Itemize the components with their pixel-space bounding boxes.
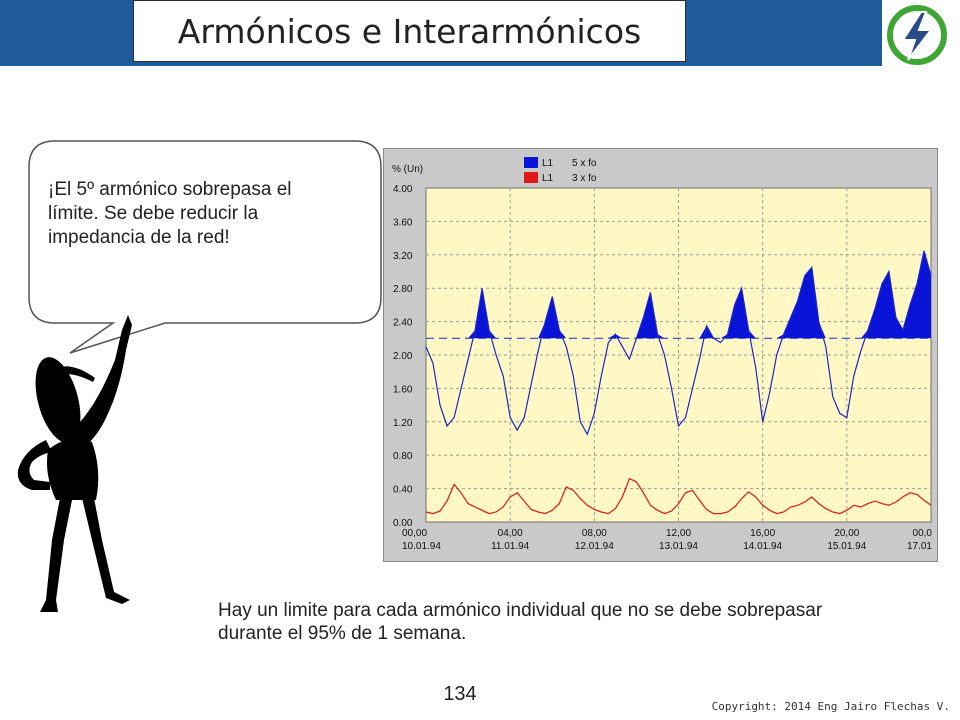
x-tick-date: 11.01.94 [491,541,530,552]
x-tick-time: 00,0 [913,528,932,539]
x-tick-date: 17.01 [907,541,932,552]
series-line-5xfo [425,250,932,436]
legend-swatch-3xfo [524,172,538,183]
legend-label-3xfo: 3 x fo [572,173,597,184]
y-tick-label: 1.60 [393,384,413,395]
x-tick-date: 15.01.94 [827,541,866,552]
y-tick-label: 3.20 [393,251,413,262]
y-tick-label: 0.00 [393,518,413,529]
x-tick-date: 14.01.94 [743,541,782,552]
x-tick-date: 10.01.94 [402,541,441,552]
x-tick-time: 04,00 [498,528,523,539]
x-tick-time: 12,00 [666,528,691,539]
exceedance-fill-5xfo [426,250,931,339]
page-title: Armónicos e Interarmónicos [177,11,642,51]
legend-phase-5xfo: L1 [542,158,554,169]
y-tick-label: 3.60 [393,217,413,228]
y-tick-label: 2.80 [393,284,413,295]
y-tick-label: 1.20 [393,418,413,429]
y-tick-label: 2.00 [393,351,413,362]
copyright-text: Copyright: 2014 Eng Jairo Flechas V. [711,700,950,713]
legend-phase-3xfo: L1 [542,173,554,184]
title-box: Armónicos e Interarmónicos [133,0,686,62]
speech-bubble [28,140,382,354]
y-tick-label: 0.40 [393,485,413,496]
caption-text: Hay un limite para cada armónico individ… [218,600,823,644]
legend-swatch-5xfo [524,157,538,168]
gridlines [426,188,931,522]
x-tick-labels: 00,00 10.01.94 04,00 11.01.94 08,00 12.01.94 1… [402,528,932,552]
page-number: 134 [443,683,477,705]
series-lines [425,250,932,515]
y-tick-label: 0.80 [393,451,413,462]
exceedance-fills [426,250,931,339]
x-tick-time: 16,00 [750,528,775,539]
x-tick-date: 12.01.94 [575,541,614,552]
series-line-3xfo [425,477,932,515]
x-tick-time: 20,00 [834,528,859,539]
x-tick-time: 00,00 [402,528,427,539]
y-tick-label: 4.00 [393,184,413,195]
speech-bubble-text: ¡El 5º armónico sobrepasa el límite. Se … [48,179,292,248]
lightning-logo-icon [887,5,947,65]
x-tick-date: 13.01.94 [659,541,698,552]
legend-label-5xfo: 5 x fo [572,158,597,169]
stick-figure-pointing [17,315,132,612]
y-tick-labels: 0.00 0.40 0.80 1.20 1.60 2.00 2.40 2.80 3.20 3.60… [393,184,413,529]
x-tick-time: 08,00 [582,528,607,539]
harmonics-chart: % (Un) L1 5 x fo L1 3 x fo 0.00 0.40 0.80 1… [392,157,932,552]
y-tick-label: 2.40 [393,318,413,329]
y-axis-label: % (Un) [392,164,423,175]
